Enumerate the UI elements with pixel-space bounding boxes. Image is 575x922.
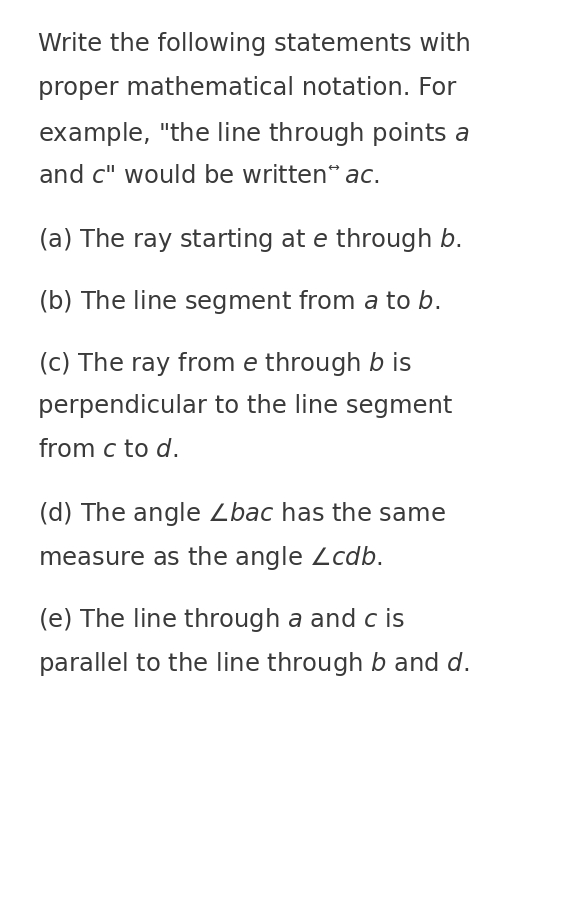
- Text: (c) The ray from $e$ through $b$ is: (c) The ray from $e$ through $b$ is: [38, 350, 412, 378]
- Text: (a) The ray starting at $e$ through $b$.: (a) The ray starting at $e$ through $b$.: [38, 226, 462, 254]
- Text: (d) The angle $\angle bac$ has the same: (d) The angle $\angle bac$ has the same: [38, 500, 446, 528]
- Text: Write the following statements with: Write the following statements with: [38, 32, 471, 56]
- Text: and $c$" would be written $\overleftrightarrow{ac}$.: and $c$" would be written $\overleftrigh…: [38, 164, 380, 188]
- Text: from $c$ to $d$.: from $c$ to $d$.: [38, 438, 178, 462]
- Text: parallel to the line through $b$ and $d$.: parallel to the line through $b$ and $d$…: [38, 650, 469, 678]
- Text: measure as the angle $\angle cdb$.: measure as the angle $\angle cdb$.: [38, 544, 383, 572]
- Text: (e) The line through $a$ and $c$ is: (e) The line through $a$ and $c$ is: [38, 606, 404, 634]
- Text: perpendicular to the line segment: perpendicular to the line segment: [38, 394, 453, 418]
- Text: (b) The line segment from $a$ to $b$.: (b) The line segment from $a$ to $b$.: [38, 288, 440, 316]
- Text: proper mathematical notation. For: proper mathematical notation. For: [38, 76, 457, 100]
- Text: example, "the line through points $a$: example, "the line through points $a$: [38, 120, 469, 148]
